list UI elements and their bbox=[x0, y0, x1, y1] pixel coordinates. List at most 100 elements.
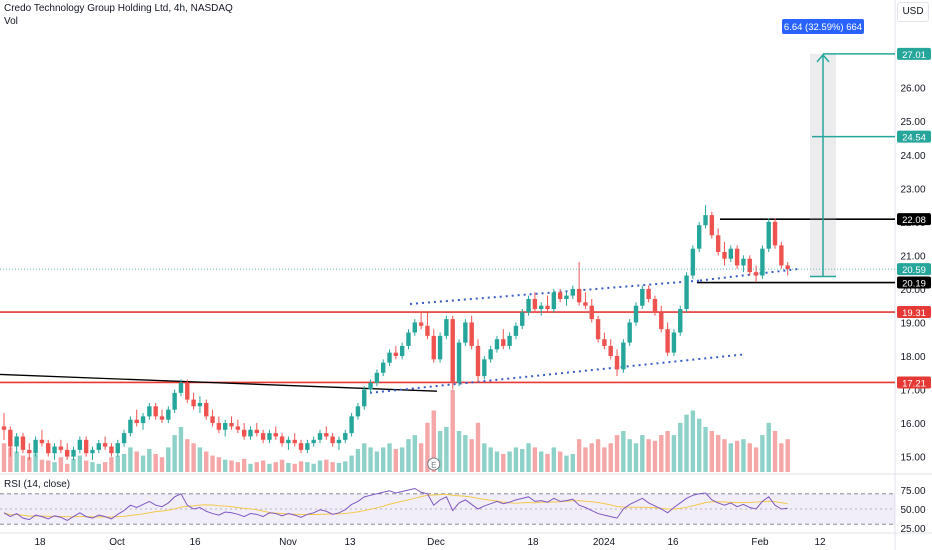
volume-bar bbox=[185, 439, 190, 472]
candle-body bbox=[709, 215, 715, 236]
volume-bar bbox=[115, 455, 120, 472]
volume-bar bbox=[583, 447, 588, 472]
candle-body bbox=[488, 349, 493, 360]
candle-body bbox=[469, 322, 474, 346]
volume-bar bbox=[109, 457, 114, 472]
volume-bar bbox=[27, 457, 32, 472]
x-tick-label: 12 bbox=[814, 537, 826, 548]
candle-body bbox=[52, 446, 57, 454]
candle-body bbox=[178, 382, 184, 393]
volume-bar bbox=[349, 455, 354, 472]
x-tick-label: 13 bbox=[344, 537, 356, 548]
volume-bar bbox=[532, 447, 538, 472]
level-tag: 17.21 bbox=[902, 378, 926, 389]
volume-bar bbox=[602, 447, 607, 472]
volume-bar bbox=[204, 451, 209, 472]
candle-body bbox=[330, 436, 335, 444]
candle-body bbox=[115, 443, 120, 454]
candle-body bbox=[191, 399, 196, 407]
candle-body bbox=[614, 355, 620, 370]
volume-bar bbox=[197, 447, 203, 472]
level-tag: 20.19 bbox=[902, 279, 926, 290]
x-tick-label: 18 bbox=[34, 537, 46, 548]
candle-body bbox=[235, 426, 241, 430]
volume-bar bbox=[557, 451, 563, 472]
candle-body bbox=[779, 245, 784, 266]
y-tick-label: 25.00 bbox=[900, 117, 925, 128]
candle-body bbox=[671, 332, 677, 353]
candle-body bbox=[678, 309, 683, 333]
candle-body bbox=[753, 272, 759, 276]
y-tick-label: 19.00 bbox=[900, 318, 925, 329]
candle-body bbox=[311, 439, 316, 444]
rsi-axis-label: 75.00 bbox=[900, 486, 925, 497]
volume-bar bbox=[709, 431, 715, 472]
volume-bar bbox=[134, 451, 139, 472]
y-tick-label: 20.00 bbox=[900, 285, 925, 296]
candle-body bbox=[715, 235, 721, 253]
level-tag-box bbox=[897, 276, 931, 289]
price-tag: 24.54 bbox=[902, 133, 926, 144]
measure-arrowhead bbox=[816, 53, 830, 63]
candle-body bbox=[286, 439, 291, 444]
volume-bar bbox=[355, 449, 361, 472]
volume-bar bbox=[469, 439, 474, 472]
candle-body bbox=[608, 345, 613, 356]
candle-body bbox=[241, 429, 247, 437]
candle-body bbox=[292, 439, 297, 444]
volume-bar bbox=[229, 460, 234, 472]
volume-bar bbox=[216, 457, 222, 472]
volume-bar bbox=[715, 435, 721, 472]
candle-body bbox=[336, 439, 342, 444]
candle-body bbox=[425, 325, 430, 336]
volume-bar bbox=[589, 443, 594, 472]
candle-body bbox=[210, 416, 215, 424]
volume-bar bbox=[646, 439, 651, 472]
candle-body bbox=[381, 362, 386, 373]
candle-body bbox=[463, 322, 468, 343]
candle-body bbox=[260, 433, 266, 440]
volume-bar bbox=[121, 453, 127, 472]
volume-bar bbox=[140, 455, 146, 472]
volume-bar bbox=[305, 462, 310, 472]
candle-body bbox=[216, 423, 222, 430]
candle-body bbox=[703, 215, 708, 226]
candle-body bbox=[501, 339, 506, 346]
candle-body bbox=[39, 439, 45, 444]
volume-bar bbox=[33, 453, 38, 472]
volume-bar bbox=[766, 422, 771, 472]
volume-bar bbox=[273, 462, 278, 472]
x-tick-label: 2024 bbox=[593, 537, 616, 548]
candle-body bbox=[444, 319, 449, 336]
candle-body bbox=[482, 359, 487, 377]
currency-button[interactable]: USD bbox=[897, 2, 929, 22]
volume-bar bbox=[671, 435, 677, 472]
candle-body bbox=[223, 423, 228, 430]
candle-body bbox=[90, 449, 95, 454]
last-price-tag: 20.59 bbox=[902, 265, 926, 276]
candle-body bbox=[450, 319, 455, 383]
x-tick-label: Feb bbox=[751, 537, 769, 548]
candle-body bbox=[27, 449, 32, 454]
y-tick-label: 17.00 bbox=[900, 386, 925, 397]
candle-body bbox=[734, 248, 740, 266]
volume-bar bbox=[128, 447, 133, 472]
x-tick-label: 16 bbox=[189, 537, 201, 548]
candle-body bbox=[393, 352, 399, 356]
y-tick-label: 24.00 bbox=[900, 151, 925, 162]
candle-body bbox=[418, 322, 424, 326]
candle-body bbox=[96, 443, 101, 450]
candle-body bbox=[343, 433, 348, 440]
volume-bar bbox=[330, 462, 335, 472]
candle-body bbox=[728, 248, 733, 259]
volume-bar bbox=[728, 443, 733, 472]
candle-body bbox=[14, 436, 19, 447]
candle-body bbox=[602, 339, 607, 346]
volume-bar bbox=[418, 443, 424, 472]
volume-bar bbox=[83, 460, 89, 472]
volume-bar bbox=[235, 462, 241, 472]
candle-body bbox=[646, 288, 651, 299]
volume-bar bbox=[678, 422, 683, 472]
candle-body bbox=[494, 339, 500, 350]
